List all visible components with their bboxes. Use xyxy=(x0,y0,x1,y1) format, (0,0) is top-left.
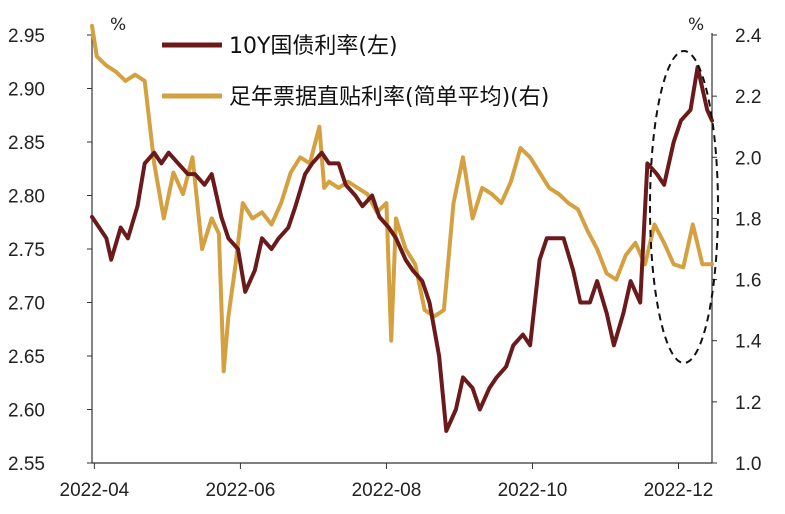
legend: 10Y国债利率(左) 足年票据直贴利率(简单平均)(右) xyxy=(162,34,549,110)
right-tick-label: 1.4 xyxy=(735,332,762,353)
right-tick-label: 2.2 xyxy=(735,87,761,108)
left-tick-label: 2.65 xyxy=(8,347,45,368)
right-tick-label: 1.6 xyxy=(735,271,761,292)
x-tick-label: 2022-08 xyxy=(352,480,422,501)
x-tick-label: 2022-04 xyxy=(60,480,130,501)
left-tick-label: 2.90 xyxy=(8,80,45,101)
right-axis-unit: % xyxy=(688,15,704,35)
legend-label-bill: 足年票据直贴利率(简单平均)(右) xyxy=(229,85,549,110)
left-tick-label: 2.75 xyxy=(8,240,45,261)
left-tick-label: 2.80 xyxy=(8,187,45,208)
left-axis-labels: 2.55 2.60 2.65 2.70 2.75 2.80 2.85 2.90 2.95 xyxy=(8,26,45,475)
right-tick-label: 2.4 xyxy=(735,26,762,47)
left-tick-label: 2.55 xyxy=(8,454,45,475)
left-tick-label: 2.70 xyxy=(8,294,45,315)
x-tick-label: 2022-12 xyxy=(644,480,714,501)
right-tick-label: 2.0 xyxy=(735,148,761,169)
left-tick-label: 2.95 xyxy=(8,26,45,47)
right-tick-label: 1.0 xyxy=(735,454,761,475)
legend-label-bond: 10Y国债利率(左) xyxy=(229,34,398,59)
series-layer xyxy=(90,23,714,433)
right-axis-labels: 1.0 1.2 1.4 1.6 1.8 2.0 2.2 2.4 xyxy=(735,26,762,475)
series-line-bond xyxy=(90,65,714,433)
left-tick-label: 2.85 xyxy=(8,133,45,154)
right-tick-label: 1.2 xyxy=(735,393,761,414)
x-tick-label: 2022-10 xyxy=(498,480,568,501)
highlight-ellipse xyxy=(649,50,719,364)
right-tick-label: 1.8 xyxy=(735,209,761,230)
left-axis-unit: % xyxy=(110,15,126,35)
x-tick-label: 2022-06 xyxy=(206,480,276,501)
axes xyxy=(87,33,717,469)
left-tick-label: 2.60 xyxy=(8,401,45,422)
x-axis-labels: 2022-04 2022-06 2022-08 2022-10 2022-12 xyxy=(60,480,714,501)
series-line-bill xyxy=(90,23,714,374)
